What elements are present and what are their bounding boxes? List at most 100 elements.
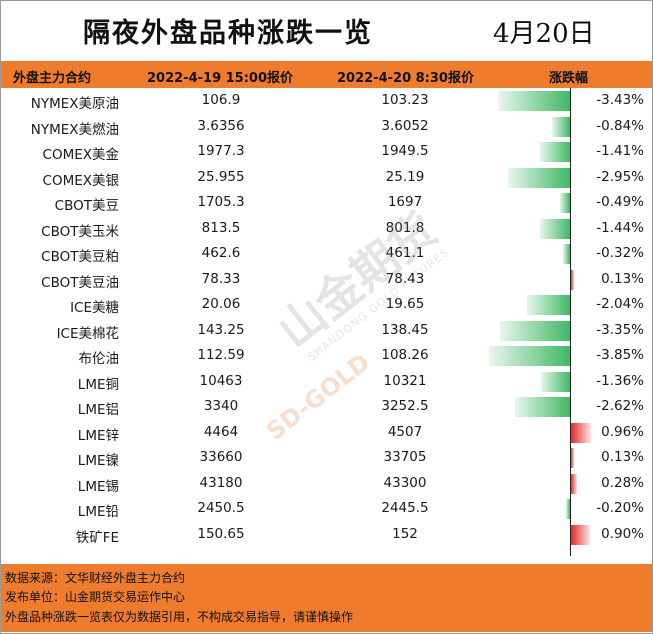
price-prev: 813.5 xyxy=(201,219,241,236)
change-bar xyxy=(571,422,592,443)
change-label: -2.95% xyxy=(596,168,644,185)
table-row: CBOT美豆 1705.3 1697 -0.49% xyxy=(1,190,652,216)
price-prev: 78.33 xyxy=(201,270,241,287)
change-label: -1.36% xyxy=(596,372,644,389)
change-label: -3.85% xyxy=(596,347,644,363)
footer-source: 数据来源：文华财经外盘主力合约 xyxy=(5,571,186,585)
price-now: 4507 xyxy=(387,423,423,440)
footer-disclaimer: 外盘品种涨跌一览表仅为数据引用，不构成交易指导，请谨慎操作 xyxy=(5,610,354,624)
table-row: ICE美棉花 143.25 138.45 -3.35% xyxy=(1,318,652,344)
price-prev: 25.955 xyxy=(197,168,245,185)
contract-name: LME锌 xyxy=(77,427,119,444)
price-now: 152 xyxy=(392,525,418,542)
change-label: -3.43% xyxy=(596,92,644,108)
change-bar xyxy=(497,91,570,111)
change-label: 0.96% xyxy=(601,423,644,440)
table-row: LME铝 3340 3252.5 -2.62% xyxy=(1,394,652,420)
table-row: LME铅 2450.5 2445.5 -0.20% xyxy=(1,496,652,522)
change-bar xyxy=(514,397,570,417)
table-row: LME铜 10463 10321 -1.36% xyxy=(1,369,652,395)
contract-name: CBOT美玉米 xyxy=(41,223,119,240)
change-bar xyxy=(541,371,570,392)
change-bar xyxy=(552,116,570,137)
table-row: 铁矿FE 150.65 152 0.90% xyxy=(1,522,652,548)
change-bar xyxy=(571,269,574,290)
price-now: 78.43 xyxy=(385,270,425,287)
table-row: CBOT美玉米 813.5 801.8 -1.44% xyxy=(1,216,652,242)
price-prev: 10463 xyxy=(199,372,243,389)
header-contract: 外盘主力合约 xyxy=(13,71,92,86)
contract-name: NYMEX美原油 xyxy=(30,96,119,112)
contract-name: 铁矿FE xyxy=(75,529,119,546)
contract-name: NYMEX美燃油 xyxy=(30,121,119,138)
contract-name: LME锡 xyxy=(77,478,119,495)
price-now: 138.45 xyxy=(381,321,429,338)
table-row: NYMEX美原油 106.9 103.23 -3.43% xyxy=(1,88,652,114)
table-row: COMEX美银 25.955 25.19 -2.95% xyxy=(1,165,652,191)
price-prev: 43180 xyxy=(199,474,243,491)
footer: 数据来源：文华财经外盘主力合约 发布单位：山金期货交易运作中心 外盘品种涨跌一览… xyxy=(1,564,652,632)
change-bar xyxy=(571,524,590,545)
change-label: -2.62% xyxy=(596,398,644,414)
contract-name: CBOT美豆 xyxy=(54,198,119,214)
price-prev: 462.6 xyxy=(201,245,241,261)
contract-name: LME镍 xyxy=(77,453,119,469)
price-prev: 1705.3 xyxy=(197,194,245,210)
price-prev: 20.06 xyxy=(201,296,241,312)
price-now: 43300 xyxy=(383,474,427,491)
contract-name: LME铝 xyxy=(77,402,119,418)
price-prev: 1977.3 xyxy=(197,143,245,159)
page-title: 隔夜外盘品种涨跌一览 xyxy=(83,18,373,49)
change-label: -0.32% xyxy=(596,245,644,261)
price-now: 801.8 xyxy=(385,219,425,236)
table-row: LME锌 4464 4507 0.96% xyxy=(1,420,652,446)
price-prev: 2450.5 xyxy=(197,500,245,516)
table-header: 外盘主力合约 2022-4-19 15:00报价 2022-4-20 8:30报… xyxy=(1,61,652,88)
price-now: 25.19 xyxy=(385,168,425,185)
contract-name: CBOT美豆油 xyxy=(41,274,119,291)
price-now: 33705 xyxy=(383,449,427,465)
header-change: 涨跌幅 xyxy=(549,71,589,86)
contract-name: LME铜 xyxy=(77,376,119,393)
price-prev: 3.6356 xyxy=(197,117,245,134)
price-now: 103.23 xyxy=(381,92,429,108)
price-now: 461.1 xyxy=(385,245,425,261)
change-label: 0.28% xyxy=(601,474,644,491)
contract-name: ICE美糖 xyxy=(70,300,119,316)
price-prev: 143.25 xyxy=(197,321,245,338)
table-row: LME锡 43180 43300 0.28% xyxy=(1,471,652,497)
title-bar: 隔夜外盘品种涨跌一览 4月20日 xyxy=(1,1,652,61)
contract-name: COMEX美金 xyxy=(42,147,119,163)
change-label: -1.41% xyxy=(596,143,644,159)
table-row: 布伦油 112.59 108.26 -3.85% xyxy=(1,343,652,369)
price-now: 3252.5 xyxy=(381,398,429,414)
change-axis xyxy=(570,88,571,556)
price-now: 3.6052 xyxy=(381,117,429,134)
table-row: CBOT美豆油 78.33 78.43 0.13% xyxy=(1,267,652,293)
footer-publisher: 发布单位：山金期货交易运作中心 xyxy=(5,590,186,604)
price-prev: 4464 xyxy=(203,423,239,440)
header-price-now: 2022-4-20 8:30报价 xyxy=(337,71,474,86)
change-bar xyxy=(508,167,570,188)
report-date: 4月20日 xyxy=(493,19,595,49)
change-bar xyxy=(571,448,574,468)
table-row: COMEX美金 1977.3 1949.5 -1.41% xyxy=(1,139,652,165)
price-now: 108.26 xyxy=(381,347,429,363)
change-label: -3.35% xyxy=(596,321,644,338)
table-body: NYMEX美原油 106.9 103.23 -3.43% NYMEX美燃油 3.6356 3… xyxy=(1,88,652,547)
price-now: 1949.5 xyxy=(381,143,429,159)
table-row: CBOT美豆粕 462.6 461.1 -0.32% xyxy=(1,241,652,267)
price-prev: 3340 xyxy=(203,398,239,414)
table-row: LME镍 33660 33705 0.13% xyxy=(1,445,652,471)
price-now: 2445.5 xyxy=(381,500,429,516)
contract-name: COMEX美银 xyxy=(42,172,119,189)
change-label: -0.49% xyxy=(596,194,644,210)
change-label: -2.04% xyxy=(596,296,644,312)
change-label: -0.84% xyxy=(596,117,644,134)
change-bar xyxy=(489,346,570,366)
contract-name: CBOT美豆粕 xyxy=(41,249,119,265)
change-bar xyxy=(565,499,570,519)
change-bar xyxy=(559,193,570,213)
contract-name: 布伦油 xyxy=(78,351,120,367)
change-label: 0.13% xyxy=(601,449,644,465)
